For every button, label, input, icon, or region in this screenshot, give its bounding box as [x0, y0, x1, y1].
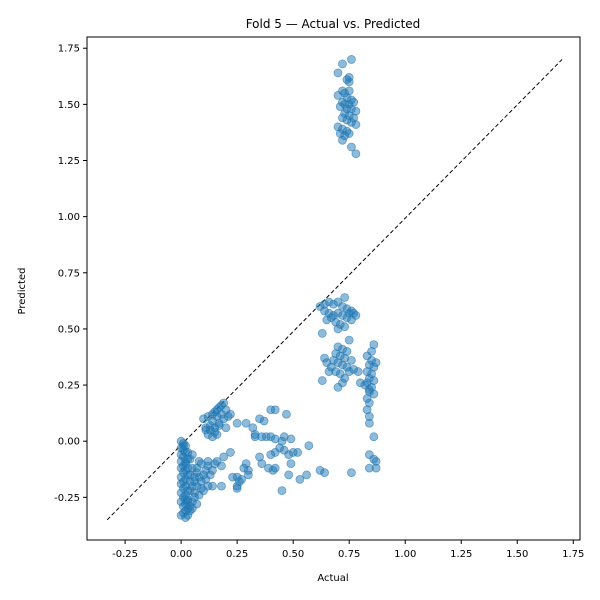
scatter-point — [232, 483, 242, 493]
x-tick-label: 1.75 — [562, 549, 584, 560]
scatter-point — [259, 416, 269, 426]
scatter-point — [344, 308, 354, 318]
y-tick-label: -0.25 — [54, 493, 80, 504]
scatter-point — [282, 409, 291, 419]
scatter-point — [317, 329, 327, 338]
y-tick-label: 0.75 — [58, 268, 80, 279]
scatter-point — [353, 367, 363, 376]
scatter-point — [286, 434, 296, 444]
x-tick-label: 1.25 — [450, 549, 472, 560]
x-tick-label: 0.75 — [338, 549, 360, 560]
scatter-point — [338, 59, 347, 69]
scatter-point — [243, 470, 253, 480]
scatter-point — [342, 346, 352, 356]
scatter-point — [201, 425, 211, 435]
scatter-point — [333, 382, 343, 392]
scatter-point — [347, 55, 356, 64]
y-tick-label: 1.75 — [58, 44, 80, 55]
plot-area — [106, 55, 563, 522]
scatter-point — [295, 474, 305, 484]
scatter-point — [194, 457, 204, 466]
y-tick-label: 0.50 — [58, 324, 80, 335]
x-tick-label: 0.50 — [282, 549, 304, 560]
x-tick-label: -0.25 — [112, 549, 138, 560]
x-tick-label: 1.00 — [394, 549, 416, 560]
scatter-point — [190, 472, 199, 482]
y-tick-label: 1.25 — [58, 156, 80, 167]
scatter-point — [344, 335, 354, 345]
scatter-point — [351, 149, 361, 159]
scatter-point — [241, 418, 251, 428]
x-tick-label: 0.00 — [170, 549, 192, 560]
scatter-point — [340, 293, 350, 302]
axes-frame — [86, 36, 581, 541]
scatter-point — [208, 481, 217, 491]
y-axis-label: Predicted — [17, 268, 28, 315]
x-axis-label: Actual — [317, 573, 348, 584]
scatter-point — [302, 470, 312, 480]
scatter-point — [187, 504, 197, 513]
scatter-point — [347, 468, 356, 478]
y-axis: -0.25 0.00 0.25 0.50 0.75 1.00 1.25 1.50 1.75 — [54, 44, 87, 504]
scatter-point — [286, 459, 296, 469]
scatter-point — [270, 405, 280, 415]
scatter-point — [347, 142, 356, 152]
scatter-point — [176, 510, 186, 520]
scatter-point — [226, 409, 235, 419]
scatter-point — [187, 450, 197, 460]
scatter-point — [248, 423, 258, 433]
scatter-point — [183, 463, 193, 473]
scatter-point — [338, 135, 347, 145]
scatter-point — [293, 448, 303, 457]
scatter-point — [284, 470, 294, 480]
scatter-point — [364, 418, 374, 428]
y-tick-label: 0.25 — [58, 381, 80, 392]
scatter-point — [320, 468, 329, 478]
scatter-point — [255, 452, 264, 462]
scatter-point — [371, 463, 381, 473]
y-tick-label: 1.50 — [58, 100, 80, 111]
scatter-point — [351, 120, 361, 129]
scatter-point — [304, 441, 314, 451]
scatter-point — [228, 472, 238, 482]
scatter-point — [317, 376, 327, 385]
scatter-point — [201, 474, 211, 484]
x-axis: -0.25 0.00 0.25 0.50 0.75 1.00 1.25 1.50 1.75 — [112, 540, 584, 560]
scatter-point — [217, 481, 226, 491]
scatter-point — [221, 423, 231, 433]
y-tick-label: 0.00 — [58, 437, 80, 448]
scatter-point — [210, 459, 220, 469]
scatter-point — [261, 432, 271, 442]
scatter-point — [183, 497, 193, 507]
scatter-point — [369, 432, 379, 442]
scatter-point — [196, 483, 206, 493]
x-tick-label: 1.50 — [506, 549, 528, 560]
x-tick-label: 0.25 — [226, 549, 248, 560]
scatter-point — [266, 450, 276, 460]
scatter-point — [369, 389, 379, 399]
scatter-point — [277, 486, 287, 495]
scatter-point — [347, 355, 356, 365]
scatter-point — [268, 465, 278, 475]
scatter-point — [344, 77, 354, 87]
scatter-point — [226, 448, 235, 457]
scatter-point — [219, 452, 229, 462]
scatter-point — [232, 418, 242, 428]
scatter-point — [333, 324, 343, 334]
scatter-point — [333, 68, 343, 78]
scatter-point — [344, 129, 354, 138]
scatter-point — [178, 441, 188, 451]
chart-title: Fold 5 — Actual vs. Predicted — [246, 17, 421, 31]
y-tick-label: 1.00 — [58, 212, 80, 223]
